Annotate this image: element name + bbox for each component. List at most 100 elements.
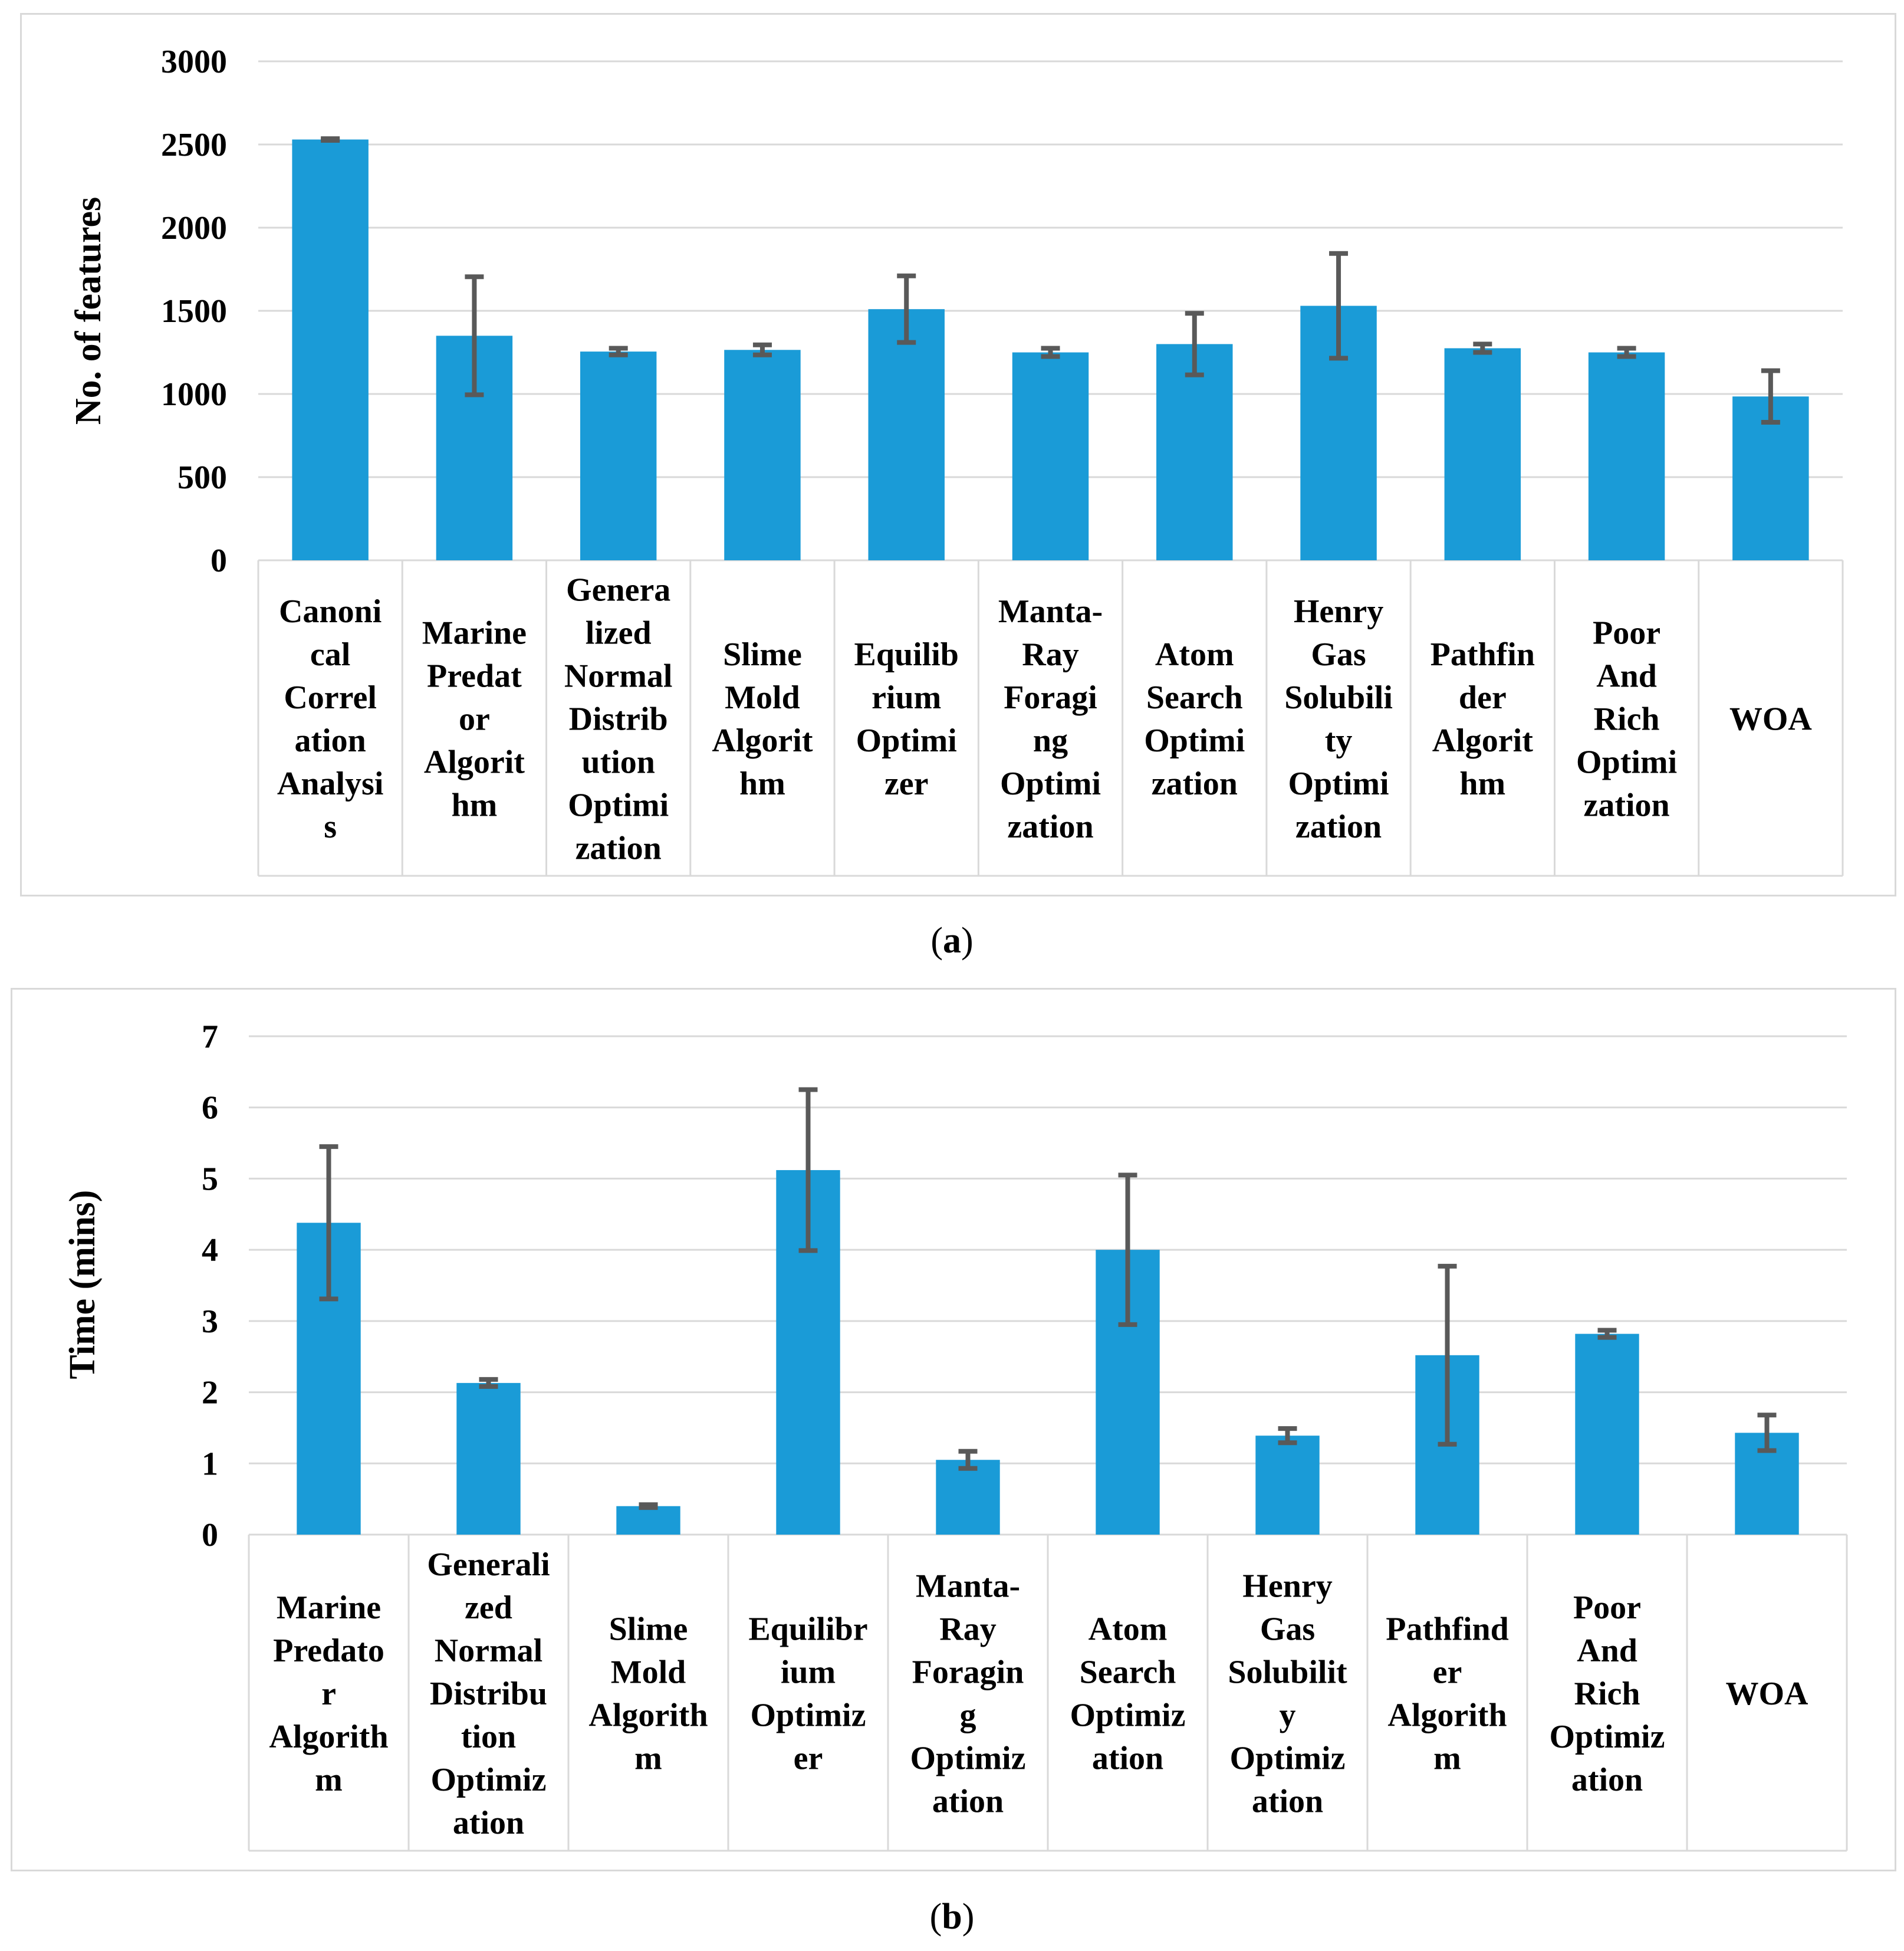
category-label-line: tion bbox=[461, 1719, 516, 1755]
category-label-line: der bbox=[1459, 679, 1507, 716]
bar-b-1 bbox=[456, 1382, 521, 1535]
category-label-line: And bbox=[1596, 658, 1657, 695]
bar-a-9 bbox=[1588, 352, 1665, 560]
category-label-line: Algorit bbox=[424, 744, 525, 781]
category-label-line: zation bbox=[1152, 766, 1238, 802]
category-label-line: ty bbox=[1325, 722, 1353, 759]
category-label-line: y bbox=[1280, 1697, 1296, 1734]
ytick-label-a-3: 1500 bbox=[161, 293, 227, 330]
category-label-line: zation bbox=[1583, 787, 1669, 824]
category-label-line: Optimi bbox=[856, 722, 957, 759]
category-label-a-3: Slime Mold Algorit hm bbox=[712, 636, 813, 802]
bar-a-3 bbox=[724, 350, 801, 560]
category-label-a-6: Atom Search Optimi zation bbox=[1144, 636, 1245, 802]
category-label-line: m bbox=[1433, 1740, 1461, 1777]
category-label-line: Poor bbox=[1573, 1589, 1641, 1626]
category-label-line: Gas bbox=[1311, 636, 1366, 673]
category-label-b-2: Slime Mold Algorith m bbox=[588, 1611, 708, 1777]
category-label-b-8: Poor And Rich Optimiz ation bbox=[1550, 1589, 1665, 1798]
category-label-line: Algorit bbox=[712, 722, 813, 759]
category-label-line: Optimi bbox=[1144, 722, 1245, 759]
category-label-line: Mold bbox=[725, 679, 800, 716]
category-label-line: Optimiz bbox=[1070, 1697, 1186, 1734]
ytick-label-a-1: 500 bbox=[177, 459, 227, 496]
category-label-line: or bbox=[459, 701, 490, 738]
category-label-line: Solubilit bbox=[1228, 1654, 1347, 1691]
category-label-line: ation bbox=[294, 722, 366, 759]
bar-b-8 bbox=[1575, 1333, 1639, 1535]
category-label-line: zation bbox=[1295, 809, 1382, 845]
category-label-a-4: Equilib rium Optimi zer bbox=[854, 636, 958, 802]
category-label-line: Algorith bbox=[269, 1719, 388, 1755]
category-label-line: Distrib bbox=[569, 701, 668, 738]
category-label-line: cal bbox=[310, 636, 350, 673]
bar-a-2 bbox=[580, 352, 657, 560]
category-label-line: ation bbox=[1571, 1762, 1643, 1798]
category-label-line: Slime bbox=[723, 636, 802, 673]
category-label-line: Search bbox=[1146, 679, 1243, 716]
category-label-line: hm bbox=[452, 787, 498, 824]
category-label-line: Gas bbox=[1260, 1611, 1315, 1648]
caption-b-letter: b bbox=[942, 1897, 962, 1937]
category-label-a-10: WOA bbox=[1729, 701, 1813, 738]
category-label-line: hm bbox=[1459, 766, 1505, 802]
category-label-line: er bbox=[794, 1740, 823, 1777]
category-label-line: s bbox=[324, 809, 337, 845]
category-label-line: Optimi bbox=[568, 787, 669, 824]
category-label-line: Equilib bbox=[854, 636, 958, 673]
category-label-b-4: Manta- Ray Foragin g Optimiz ation bbox=[910, 1568, 1026, 1820]
category-label-line: Poor bbox=[1593, 615, 1660, 652]
ytick-label-b-2: 2 bbox=[202, 1375, 218, 1411]
category-label-line: Ray bbox=[1022, 636, 1078, 673]
category-label-line: lized bbox=[586, 615, 652, 652]
ytick-label-b-3: 3 bbox=[202, 1303, 218, 1340]
bar-b-4 bbox=[936, 1460, 1000, 1535]
category-label-line: zation bbox=[576, 830, 662, 867]
caption-a-letter: a bbox=[943, 921, 961, 961]
category-label-line: Optimiz bbox=[1230, 1740, 1346, 1777]
y-axis-label-a: No. of features bbox=[68, 197, 108, 425]
ytick-label-a-4: 2000 bbox=[161, 210, 227, 247]
category-label-line: Genera bbox=[566, 572, 670, 609]
category-label-line: Foragin bbox=[912, 1654, 1024, 1691]
category-label-line: Solubili bbox=[1284, 679, 1393, 716]
category-label-line: Algorit bbox=[1432, 722, 1533, 759]
category-label-a-7: Henry Gas Solubili ty Optimi zation bbox=[1284, 593, 1393, 845]
category-label-b-0: Marine Predato r Algorith m bbox=[269, 1589, 388, 1798]
ytick-label-b-5: 5 bbox=[202, 1161, 218, 1197]
category-label-line: Henry bbox=[1242, 1568, 1332, 1605]
bar-a-6 bbox=[1156, 344, 1233, 560]
category-label-a-9: Poor And Rich Optimi zation bbox=[1576, 615, 1677, 824]
category-label-b-1: Generali zed Normal Distribu tion Optimiz atio… bbox=[427, 1546, 550, 1841]
category-label-b-6: Henry Gas Solubilit y Optimiz ation bbox=[1228, 1568, 1347, 1820]
category-label-line: hm bbox=[739, 766, 785, 802]
category-label-line: Mold bbox=[611, 1654, 686, 1691]
category-label-line: zed bbox=[465, 1589, 512, 1626]
category-label-b-7: Pathfind er Algorith m bbox=[1386, 1611, 1509, 1777]
category-label-b-9: WOA bbox=[1726, 1676, 1809, 1712]
y-axis-label-b: Time (mins) bbox=[63, 1190, 103, 1380]
category-label-line: Predato bbox=[273, 1633, 384, 1669]
category-label-line: er bbox=[1433, 1654, 1462, 1691]
ytick-label-b-6: 6 bbox=[202, 1090, 218, 1126]
category-label-line: Marine bbox=[277, 1589, 381, 1626]
category-label-line: Distribu bbox=[430, 1676, 547, 1712]
category-label-line: m bbox=[634, 1740, 662, 1777]
category-label-line: Generali bbox=[427, 1546, 550, 1583]
ytick-label-a-5: 2500 bbox=[161, 127, 227, 163]
category-label-line: ation bbox=[453, 1805, 524, 1841]
category-label-line: Algorith bbox=[588, 1697, 708, 1734]
category-label-line: ng bbox=[1033, 722, 1068, 759]
category-label-a-1: Marine Predat or Algorit hm bbox=[422, 615, 527, 824]
bar-a-0 bbox=[292, 139, 369, 561]
category-label-line: Manta- bbox=[998, 593, 1103, 630]
category-label-line: rium bbox=[872, 679, 941, 716]
ytick-label-b-4: 4 bbox=[202, 1232, 218, 1269]
category-label-line: g bbox=[960, 1697, 976, 1734]
category-label-a-8: Pathfin der Algorit hm bbox=[1431, 636, 1535, 802]
category-label-line: Pathfind bbox=[1386, 1611, 1509, 1648]
category-label-line: Slime bbox=[609, 1611, 688, 1648]
category-label-line: Manta- bbox=[916, 1568, 1020, 1605]
ytick-label-b-7: 7 bbox=[202, 1019, 218, 1055]
category-label-line: Optimiz bbox=[1550, 1719, 1665, 1755]
